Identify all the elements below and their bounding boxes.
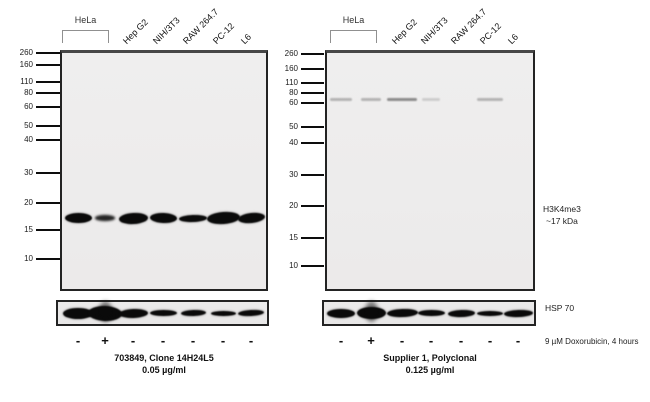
mw-tick (36, 106, 60, 108)
mw-marker-label: 10 (289, 261, 298, 270)
loading-control-band (327, 308, 355, 318)
lane-label: Hep G2 (389, 16, 419, 46)
nonspecific-band (330, 97, 352, 101)
treatment-sign: - (75, 333, 81, 348)
mw-tick (36, 139, 60, 141)
antibody-caption-right-line1: Supplier 1, Polyclonal (383, 353, 477, 363)
mw-marker-label: 30 (289, 170, 298, 179)
lane-label: NIH/3T3 (150, 15, 182, 46)
lane-group-label: HeLa (74, 15, 97, 25)
mw-tick (36, 52, 60, 54)
mw-marker-label: 160 (19, 60, 33, 69)
mw-tick (301, 102, 324, 104)
hela-group-bracket (330, 30, 377, 43)
treatment-sign: - (248, 333, 254, 348)
antibody-caption-left-line1: 703849, Clone 14H24L5 (114, 353, 214, 363)
mw-tick (301, 53, 324, 55)
lane-label: PC-12 (210, 20, 237, 46)
mw-tick (301, 92, 324, 94)
treatment-sign: - (220, 333, 226, 348)
loading-control-band (118, 307, 148, 319)
mw-tick (301, 174, 324, 176)
treatment-sign: - (130, 333, 136, 348)
mw-tick (36, 92, 60, 94)
mw-marker-label: 80 (24, 88, 33, 97)
lane-label: L6 (238, 31, 254, 46)
mw-tick (36, 202, 60, 204)
blot-image-right (325, 50, 535, 291)
treatment-sign: - (515, 333, 521, 348)
treatment-note: 9 µM Doxorubicin, 4 hours (545, 337, 639, 346)
loading-control-band (149, 310, 177, 316)
target-band (95, 215, 115, 221)
band-smear (99, 301, 112, 322)
mw-marker-label: 110 (20, 77, 33, 86)
treatment-sign: - (428, 333, 434, 348)
target-mw-label: ~17 kDa (546, 216, 578, 226)
mw-tick (301, 205, 324, 207)
mw-tick (301, 237, 324, 239)
mw-marker-label: 260 (284, 49, 298, 58)
blot-image-left (60, 50, 268, 291)
mw-marker-label: 30 (24, 168, 33, 177)
lane-label: NIH/3T3 (418, 15, 450, 46)
mw-tick (36, 258, 60, 260)
treatment-sign: - (399, 333, 405, 348)
loading-control-band (63, 307, 93, 319)
mw-marker-label: 15 (24, 225, 33, 234)
antibody-caption-left-line2: 0.05 µg/ml (142, 365, 186, 375)
mw-marker-label: 50 (24, 121, 33, 130)
mw-marker-label: 40 (24, 135, 33, 144)
treatment-sign: + (367, 333, 375, 348)
mw-marker-label: 60 (24, 102, 33, 111)
loading-control-band (417, 310, 445, 316)
treatment-sign: - (338, 333, 344, 348)
lane-label: PC-12 (477, 20, 504, 46)
treatment-sign: - (160, 333, 166, 348)
mw-tick (36, 229, 60, 231)
mw-tick (301, 142, 324, 144)
target-band (64, 213, 92, 223)
loading-control-band (447, 309, 475, 317)
loading-control-label: HSP 70 (545, 303, 575, 313)
antibody-caption-right-line2: 0.125 µg/ml (405, 365, 455, 375)
mw-marker-label: 20 (289, 201, 298, 210)
mw-tick (36, 81, 60, 83)
mw-marker-label: 160 (284, 64, 298, 73)
nonspecific-band (422, 97, 440, 101)
mw-tick (301, 126, 324, 128)
mw-tick (301, 68, 324, 70)
mw-marker-label: 40 (289, 138, 298, 147)
mw-tick (36, 125, 60, 127)
mw-marker-label: 10 (24, 254, 33, 263)
mw-marker-label: 80 (289, 88, 298, 97)
lane-label: L6 (505, 31, 521, 46)
treatment-sign: + (101, 333, 109, 348)
target-protein-label: H3K4me3 (543, 204, 581, 214)
mw-tick (36, 64, 60, 66)
mw-marker-label: 50 (289, 122, 298, 131)
hela-group-bracket (62, 30, 109, 43)
mw-marker-label: 20 (24, 198, 33, 207)
mw-marker-label: 110 (285, 78, 298, 87)
lane-label: Hep G2 (120, 16, 150, 46)
treatment-sign: - (458, 333, 464, 348)
mw-tick (36, 172, 60, 174)
loading-control-band (210, 310, 236, 316)
mw-marker-label: 260 (19, 48, 33, 57)
nonspecific-band (477, 97, 503, 101)
loading-control-band (477, 310, 503, 316)
nonspecific-band (387, 97, 417, 101)
lane-group-label: HeLa (342, 15, 365, 25)
mw-tick (301, 82, 324, 84)
mw-marker-label: 60 (289, 98, 298, 107)
band-smear (365, 301, 378, 322)
nonspecific-band (361, 97, 381, 101)
treatment-sign: - (487, 333, 493, 348)
treatment-sign: - (190, 333, 196, 348)
mw-marker-label: 15 (289, 233, 298, 242)
mw-tick (301, 265, 324, 267)
